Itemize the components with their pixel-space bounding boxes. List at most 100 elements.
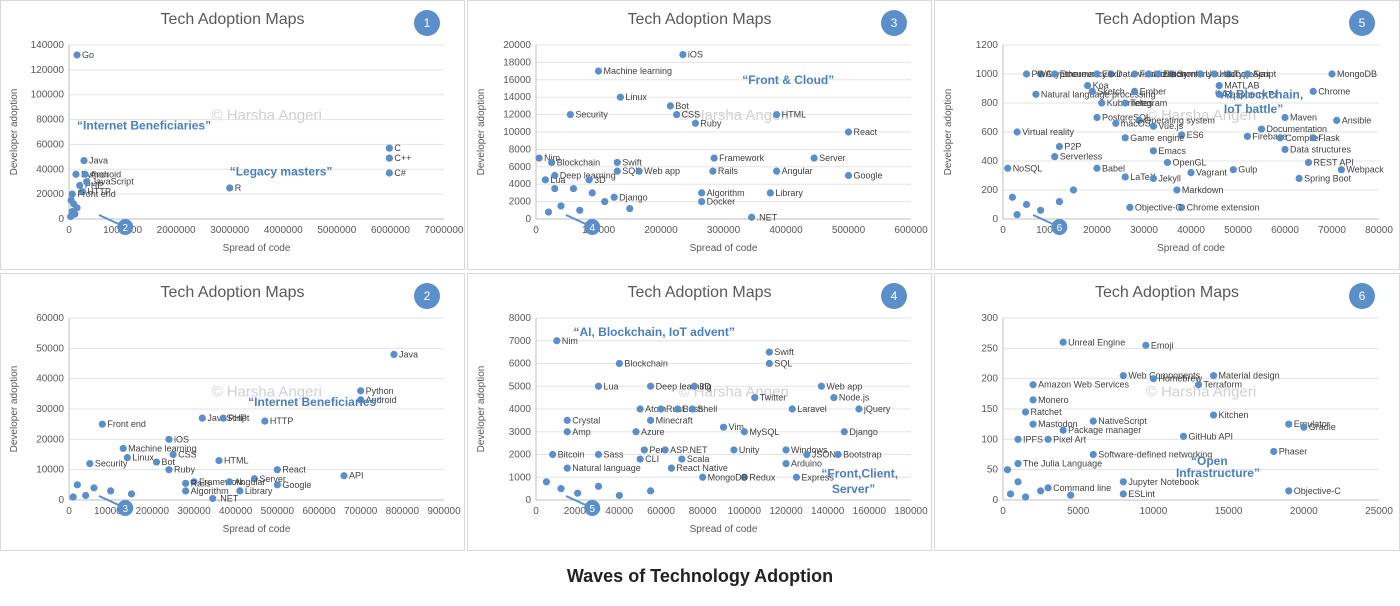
data-point [1121,134,1129,142]
data-point [719,423,728,431]
data-point-label: Terraform [1204,380,1243,390]
data-point-label: Firebase [1252,131,1287,141]
data-point-label: Redux [749,472,776,482]
x-tick-label: 5000 [1067,506,1090,517]
y-tick-label: 0 [525,214,531,225]
data-point [1187,169,1195,177]
data-point-label: Python [366,386,394,396]
data-point-label: CSS [682,110,701,120]
data-point [225,478,234,486]
data-point-label: The Julia Language [1023,459,1102,469]
data-point [1145,70,1153,78]
data-point [385,144,393,152]
data-point-label: IPFS [1023,434,1043,444]
data-point-label: Framework [719,153,765,163]
data-point [1093,113,1101,122]
chart-number-badge: 1 [414,10,440,36]
data-point-label: iOS [688,50,703,60]
data-point-label: Twitter [760,393,787,403]
annotation-label: Server” [832,482,875,496]
x-tick-label: 7000000 [425,225,464,236]
data-point [788,405,796,413]
data-point [1088,87,1096,95]
x-tick-label: 200000 [136,506,170,517]
y-tick-label: 0 [525,495,531,506]
y-tick-label: 50000 [36,343,64,354]
data-point [198,414,206,422]
callout-badge [584,500,601,516]
data-point [1243,70,1251,78]
data-point-label: Mastodon [1038,419,1078,429]
y-tick-label: 0 [992,495,998,506]
data-point [1276,134,1284,142]
data-point [610,193,618,201]
data-point [1004,164,1012,172]
data-point [209,494,217,503]
scatter-plot: © Harsha Angeri 0 200 400 600 800 1000 1200 0 100… [943,40,1393,254]
data-point [615,359,623,368]
data-point-label: Ruby [700,118,722,128]
data-point-label: ES6 [1187,130,1204,140]
data-point-label: Rails [191,478,212,488]
data-point [548,158,556,167]
data-point [666,102,674,110]
data-point-label: Linux [625,92,647,102]
data-point [557,485,565,493]
data-point [557,202,565,210]
data-point [68,190,76,198]
data-point [549,450,557,459]
y-tick-label: 40000 [36,374,64,385]
data-point-label: TypeScript [1234,69,1277,79]
data-point-label: Amazon Web Services [1038,380,1129,390]
data-point [76,181,84,190]
x-tick-label: 3000000 [210,225,249,236]
y-tick-label: 6000 [509,162,532,173]
y-tick-label: 80000 [36,115,64,126]
data-point [1021,408,1030,416]
x-tick-label: 30000 [1130,225,1158,236]
x-axis-title: Spread of code [223,524,291,535]
data-point-label: Operating system [1144,115,1215,125]
data-point [1163,158,1172,167]
x-tick-label: 60000 [1271,225,1299,236]
data-point [1084,82,1092,90]
data-point [1014,460,1022,468]
data-point-label: Express [801,472,834,482]
chart-number-badge: 6 [1349,283,1375,309]
y-tick-label: 20000 [36,189,64,200]
scatter-plot: © Harsha Angeri 0 2000 4000 6000 8000 10000 120… [476,40,928,254]
data-point-label: Azure [641,427,665,437]
callout-number: 3 [122,504,128,515]
data-point [855,405,863,413]
data-point-label: Ruby [174,465,196,475]
data-point [119,444,127,453]
data-point [616,93,624,101]
data-point-label: JavaScript [207,413,250,423]
y-tick-label: 50 [987,465,999,476]
data-point [817,382,826,390]
data-point-label: Cryptocurrency [1046,69,1108,79]
data-point [86,460,94,468]
annotation-label: “Internet Beneficiaries” [248,395,382,409]
data-point [834,450,842,459]
y-tick-label: 10000 [36,465,64,476]
y-tick-label: 60000 [36,139,64,150]
data-point-label: Vim [729,422,744,432]
data-point [1022,70,1031,78]
data-point-label: Algorithm [191,486,229,496]
data-point-label: MongoDB [708,472,748,482]
data-point [1309,134,1317,142]
data-point-label: Emoji [1151,340,1174,350]
data-point-label: Unreal Engine [1068,337,1125,347]
data-point [1179,432,1188,440]
y-tick-label: 16000 [503,75,531,86]
y-tick-label: 0 [58,495,64,506]
annotation-label: “Legacy masters” [230,165,333,179]
data-point [261,417,269,425]
data-point [563,464,571,472]
data-point [710,154,718,162]
data-point-label: Spring Boot [1304,173,1352,183]
data-point-label: Software-defined networking [1098,450,1212,460]
y-tick-label: 14000 [503,92,531,103]
data-point [751,394,759,402]
